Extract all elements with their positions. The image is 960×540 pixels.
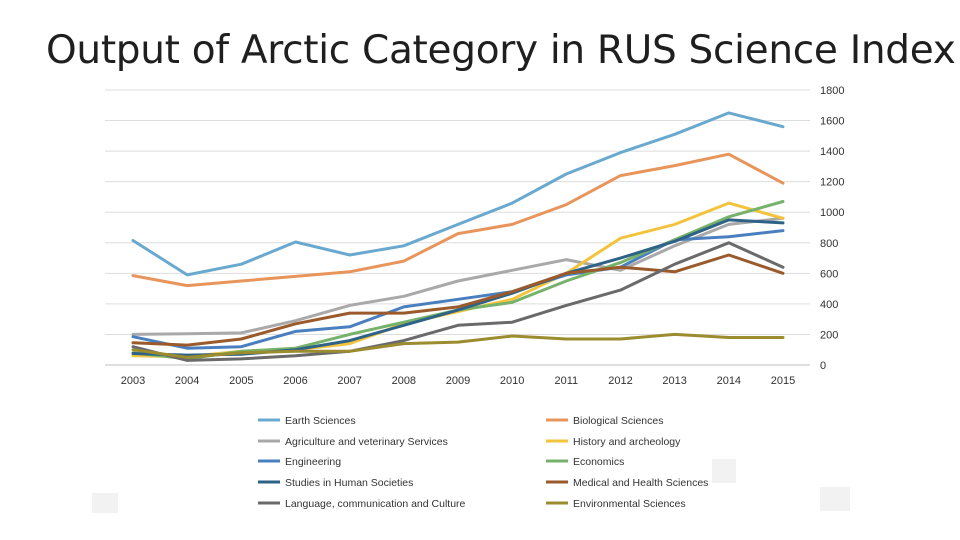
legend-label: Earth Sciences xyxy=(285,415,356,427)
x-tick-label: 2015 xyxy=(771,375,795,387)
y-tick-label: 400 xyxy=(820,299,838,311)
y-tick-label: 600 xyxy=(820,268,838,280)
x-axis: 2003 2004 2005 2006 2007 2008 2009 2010 2011 2012… xyxy=(121,375,795,387)
y-tick-label: 1800 xyxy=(820,85,844,97)
x-tick-label: 2014 xyxy=(717,375,741,387)
legend-label: Studies in Human Societies xyxy=(285,477,413,489)
x-tick-label: 2010 xyxy=(500,375,524,387)
series-line-medical-and-health-sciences xyxy=(131,253,785,347)
slide-title: Output of Arctic Category in RUS Science… xyxy=(46,28,956,73)
decorative-square xyxy=(712,459,736,483)
x-tick-label: 2003 xyxy=(121,375,145,387)
y-tick-label: 1600 xyxy=(820,116,844,128)
x-tick-label: 2013 xyxy=(662,375,686,387)
legend-label: Biological Sciences xyxy=(573,415,663,427)
y-tick-label: 0 xyxy=(820,360,826,372)
x-tick-label: 2009 xyxy=(446,375,470,387)
y-tick-label: 800 xyxy=(820,238,838,250)
legend-label: Environmental Sciences xyxy=(573,498,686,510)
series-line-biological-sciences xyxy=(131,152,785,288)
y-tick-label: 200 xyxy=(820,329,838,341)
y-tick-label: 1400 xyxy=(820,146,844,158)
legend: Earth Sciences Biological Sciences Agricul… xyxy=(258,415,708,510)
series-line-language-communication-and-culture xyxy=(131,241,785,362)
series-line-engineering xyxy=(131,229,785,350)
legend-label: Language, communication and Culture xyxy=(285,498,466,510)
y-tick-label: 1200 xyxy=(820,177,844,189)
series-line-environmental-sciences xyxy=(131,332,785,359)
x-tick-label: 2006 xyxy=(283,375,307,387)
x-tick-label: 2012 xyxy=(608,375,632,387)
x-tick-label: 2004 xyxy=(175,375,199,387)
legend-label: History and archeology xyxy=(573,436,681,448)
decorative-square xyxy=(92,493,118,513)
series-line-earth-sciences xyxy=(131,111,785,277)
x-tick-label: 2008 xyxy=(392,375,416,387)
gridlines xyxy=(105,89,810,366)
y-tick-label: 1000 xyxy=(820,207,844,219)
x-tick-label: 2007 xyxy=(337,375,361,387)
legend-label: Economics xyxy=(573,456,624,468)
legend-label: Medical and Health Sciences xyxy=(573,477,708,489)
series-lines xyxy=(131,111,785,362)
decorative-square xyxy=(820,487,850,511)
series-line-agriculture-and-veterinary-services xyxy=(131,216,785,336)
legend-label: Engineering xyxy=(285,456,341,468)
x-tick-label: 2005 xyxy=(229,375,253,387)
legend-label: Agriculture and veterinary Services xyxy=(285,436,448,448)
y-axis: 0 200 400 600 800 1000 1200 1400 1600 1800 xyxy=(820,85,844,372)
x-tick-label: 2011 xyxy=(555,375,579,387)
